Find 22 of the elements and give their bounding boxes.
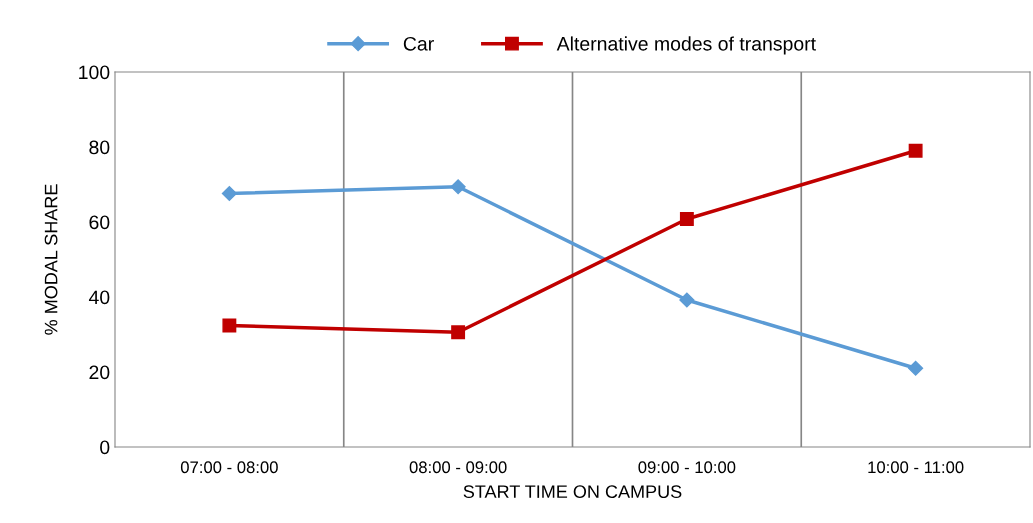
x-tick-label: 07:00 - 08:00 [180,461,278,474]
y-tick-label: 60 [89,215,110,230]
point [221,185,237,202]
point [679,292,695,308]
x-tick-label: 09:00 - 10:00 [638,461,736,474]
point [908,360,924,376]
legend-label: Car [403,36,434,51]
point [451,325,466,340]
y-tick-label: 80 [89,140,110,155]
point [222,318,237,333]
x-axis-title: START TIME ON CAMPUS [463,485,682,499]
y-tick-label: 20 [89,365,110,380]
y-tick-label: 0 [100,440,110,455]
x-tick-label: 08:00 - 09:00 [409,461,507,474]
x-tick-label: 10:00 - 11:00 [868,461,964,474]
legend-label: Alternative modes of transport [556,36,816,55]
y-tick-label: 40 [88,290,110,305]
y-axis-title: % MODAL SHARE [44,184,58,335]
point [679,212,694,226]
point [908,143,923,158]
point [450,179,466,195]
y-tick-label: 100 [79,65,110,80]
